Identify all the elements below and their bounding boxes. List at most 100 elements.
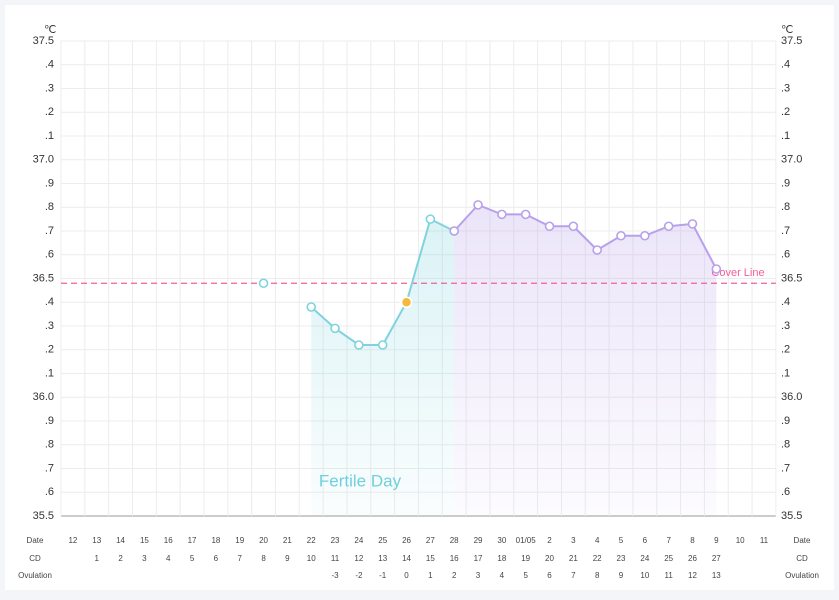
y-tick-label: .2 <box>45 106 54 118</box>
cd-label: 16 <box>450 554 459 563</box>
categories-label: 15 <box>140 536 149 545</box>
point <box>377 340 388 350</box>
categories-label: 27 <box>426 536 435 545</box>
y-tick-label: 36.0 <box>33 391 54 403</box>
categories-label: 28 <box>450 536 459 545</box>
y-tick-label: 36.5 <box>33 272 54 284</box>
ovulation-label: 6 <box>547 571 552 580</box>
ovulation-label: -1 <box>379 571 387 580</box>
ovulation-label: -3 <box>331 571 339 580</box>
cd-label: 14 <box>402 554 411 563</box>
categories-label: 16 <box>164 536 173 545</box>
row-label: Ovulation <box>18 571 52 580</box>
point <box>354 340 364 350</box>
y2-tick-label: .3 <box>781 320 790 332</box>
point <box>616 230 626 241</box>
point <box>473 200 483 210</box>
y2-tick-label: .9 <box>781 415 790 427</box>
categories-label: 12 <box>68 536 77 545</box>
y-tick-label: .4 <box>45 296 54 308</box>
y-tick-label: .9 <box>45 415 54 427</box>
categories-label: 18 <box>211 536 220 545</box>
cd-label: 21 <box>569 554 578 563</box>
y-tick-label: 37.5 <box>33 35 54 47</box>
y-tick-label: 35.5 <box>33 510 54 522</box>
ovulation-label: 13 <box>712 571 721 580</box>
categories-label: 14 <box>116 536 125 545</box>
unit-label-right: ℃ <box>781 24 793 36</box>
y2-tick-label: .8 <box>781 439 790 451</box>
categories-label: 20 <box>259 536 268 545</box>
cd-label: 12 <box>354 554 363 563</box>
y2-tick-label: .2 <box>781 106 790 118</box>
cd-label: 23 <box>617 554 626 563</box>
cd-label: 19 <box>521 554 530 563</box>
cd-label: 2 <box>118 554 123 563</box>
y2-tick-label: .4 <box>781 59 790 71</box>
categories-label: 30 <box>497 536 506 545</box>
y2-tick-label: .2 <box>781 344 790 356</box>
ovulation-label: 5 <box>523 571 528 580</box>
categories-label: 7 <box>666 536 671 545</box>
categories-label: 4 <box>595 536 600 545</box>
y2-tick-label: .9 <box>781 177 790 189</box>
point <box>663 221 674 232</box>
categories-label: 8 <box>690 536 695 545</box>
ovulation-label: 7 <box>571 571 576 580</box>
ovulation-label: 2 <box>452 571 457 580</box>
cover-line-label: Cover Line <box>711 267 764 279</box>
cd-label: 4 <box>166 554 171 563</box>
point <box>544 221 555 232</box>
point <box>258 278 269 289</box>
y2-tick-label: 35.5 <box>781 510 802 522</box>
categories-label: 10 <box>736 536 745 545</box>
y2-tick-label: .1 <box>781 130 790 142</box>
categories-label: 23 <box>331 536 340 545</box>
cd-label: 15 <box>426 554 435 563</box>
ovulation-label: 10 <box>640 571 649 580</box>
cd-label: 24 <box>640 554 649 563</box>
point <box>306 302 317 312</box>
y-tick-label: .6 <box>45 249 54 261</box>
cd-label: 17 <box>474 554 483 563</box>
area <box>454 204 717 516</box>
ovulation-label: 12 <box>688 571 697 580</box>
ovulation-label: 3 <box>476 571 481 580</box>
row-label: CD <box>29 554 41 563</box>
y2-tick-label: 37.0 <box>781 154 802 166</box>
point <box>497 209 507 220</box>
unit-label: ℃ <box>44 24 56 36</box>
y-tick-label: .3 <box>45 320 54 332</box>
y2-tick-label: .7 <box>781 462 790 474</box>
categories-label: 5 <box>619 536 624 545</box>
ovulation-label: 0 <box>404 571 409 580</box>
categories-label: 19 <box>235 536 244 545</box>
categories-label: 01/05 <box>516 536 537 545</box>
row-label: Date <box>27 536 44 545</box>
row-label-right: CD <box>796 554 808 563</box>
y-tick-label: .8 <box>45 201 54 213</box>
cd-label: 18 <box>497 554 506 563</box>
y2-tick-label: .6 <box>781 486 790 498</box>
cd-label: 7 <box>237 554 242 563</box>
categories-label: 29 <box>474 536 483 545</box>
point <box>711 264 722 274</box>
categories-label: 2 <box>547 536 552 545</box>
cd-label: 9 <box>285 554 290 563</box>
categories-label: 17 <box>188 536 197 545</box>
cd-label: 25 <box>664 554 673 563</box>
y2-tick-label: 36.5 <box>781 272 802 284</box>
categories-label: 25 <box>378 536 387 545</box>
y2-tick-label: 36.0 <box>781 391 802 403</box>
ovulation-marker <box>400 296 413 308</box>
categories-label: 9 <box>714 536 719 545</box>
ovulation-label: 1 <box>428 571 433 580</box>
y2-tick-label: .3 <box>781 82 790 94</box>
y2-tick-label: .7 <box>781 225 790 237</box>
cd-label: 6 <box>214 554 219 563</box>
cd-label: 20 <box>545 554 554 563</box>
y-tick-label: .9 <box>45 177 54 189</box>
cd-label: 1 <box>95 554 100 563</box>
row-label-right: Ovulation <box>785 571 819 580</box>
